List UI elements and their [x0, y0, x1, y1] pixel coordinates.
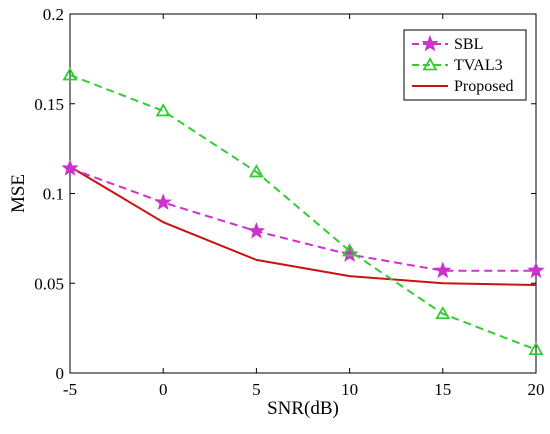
data-point-tval3 — [248, 164, 264, 178]
y-axis-label: MSE — [8, 174, 29, 213]
x-tick-label: 20 — [528, 380, 545, 399]
data-point-sbl — [434, 261, 452, 279]
y-tick-label: 0.15 — [34, 95, 64, 114]
data-point-sbl — [340, 245, 359, 262]
x-tick-label: 0 — [159, 380, 168, 399]
legend-label: SBL — [454, 36, 483, 53]
legend-label: TVAL3 — [454, 57, 503, 74]
series-line-tval3 — [69, 74, 537, 351]
series-proposed — [69, 165, 537, 287]
data-point-tval3 — [342, 243, 358, 257]
legend-entry-sbl: SBL — [412, 34, 483, 53]
x-tick-label: -5 — [63, 380, 77, 399]
data-point-tval3 — [62, 67, 78, 81]
data-point-sbl — [154, 193, 172, 210]
y-tick-label: 0.1 — [43, 185, 64, 204]
legend-marker — [422, 57, 438, 71]
legend-marker — [421, 34, 439, 52]
y-tick-label: 0.05 — [34, 274, 64, 293]
data-point-tval3 — [435, 305, 451, 320]
series-layer — [61, 67, 545, 356]
legend: SBL TVAL3 Proposed — [403, 29, 527, 101]
legend-label: Proposed — [454, 78, 514, 95]
data-point-tval3 — [155, 103, 171, 117]
y-tick-label: 0 — [56, 364, 65, 383]
data-point-sbl — [247, 222, 266, 239]
data-point-sbl — [527, 261, 545, 279]
series-tval3 — [62, 67, 544, 356]
y-tick-label: 0.2 — [43, 5, 64, 24]
series-line-proposed — [69, 165, 537, 287]
series-line-sbl — [69, 167, 536, 272]
x-axis-label: SNR(dB) — [267, 398, 339, 419]
x-tick-label: 15 — [434, 380, 451, 399]
legend-entry-proposed: Proposed — [412, 78, 514, 95]
data-point-sbl — [61, 159, 79, 176]
legend-entry-tval3: TVAL3 — [412, 57, 503, 74]
data-point-tval3 — [528, 341, 544, 356]
x-tick-label: 10 — [341, 380, 358, 399]
x-tick-label: 5 — [252, 380, 261, 399]
series-sbl — [61, 159, 545, 279]
